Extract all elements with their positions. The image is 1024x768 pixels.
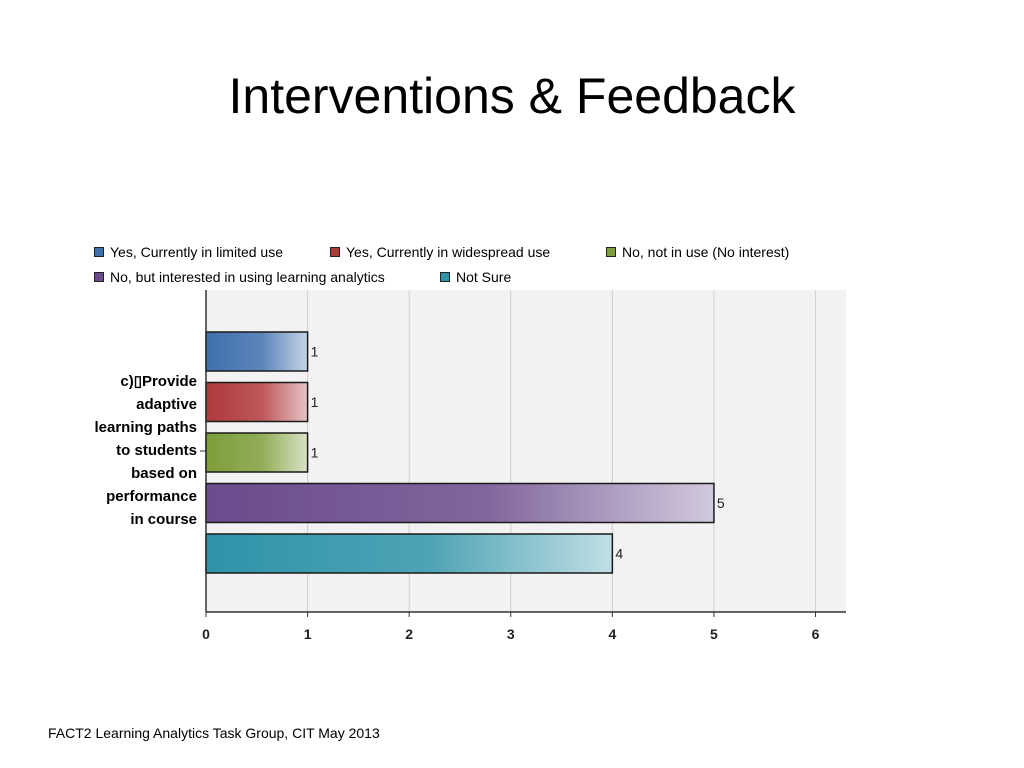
legend-item-no-interest: No, not in use (No interest) — [606, 244, 789, 260]
legend-label-limited-use: Yes, Currently in limited use — [110, 243, 284, 260]
x-tick-label-5: 5 — [710, 626, 718, 642]
bar-series-0 — [205, 331, 309, 372]
legend-swatch-not-sure — [440, 271, 450, 282]
x-tick-label-2: 2 — [405, 626, 413, 642]
legend-row-2: No, but interested in using learning ana… — [94, 264, 854, 289]
legend-row-1: Yes, Currently in limited use Yes, Curre… — [94, 239, 854, 264]
bar-series-2 — [205, 432, 309, 473]
x-tick-label-6: 6 — [812, 626, 820, 642]
legend-item-interested: No, but interested in using learning ana… — [94, 269, 440, 285]
slide-footer: FACT2 Learning Analytics Task Group, CIT… — [48, 725, 380, 741]
data-label-series-4: 4 — [615, 546, 623, 562]
legend-label-not-sure: Not Sure — [456, 268, 512, 285]
legend-swatch-interested — [94, 271, 104, 282]
data-label-series-0: 1 — [311, 344, 319, 360]
legend-item-limited-use: Yes, Currently in limited use — [94, 244, 330, 260]
x-tick-label-3: 3 — [507, 626, 515, 642]
category-label: c)▯Provide adaptive learning paths to st… — [94, 373, 197, 528]
data-label-series-1: 1 — [311, 394, 319, 410]
bar-series-1 — [205, 381, 309, 423]
legend-swatch-no-interest — [606, 246, 616, 257]
data-label-series-3: 5 — [717, 495, 725, 511]
legend-item-widespread-use: Yes, Currently in widespread use — [330, 244, 606, 260]
data-label-series-2: 1 — [311, 445, 319, 461]
legend-item-not-sure: Not Sure — [440, 269, 511, 285]
chart-legend: Yes, Currently in limited use Yes, Curre… — [94, 239, 854, 289]
bar-series-3 — [205, 482, 715, 524]
slide-title: Interventions & Feedback — [228, 68, 796, 124]
legend-label-widespread-use: Yes, Currently in widespread use — [346, 243, 551, 260]
legend-label-no-interest: No, not in use (No interest) — [622, 243, 790, 260]
x-tick-label-0: 0 — [202, 626, 210, 642]
bar-series-4 — [205, 533, 614, 574]
legend-swatch-widespread-use — [330, 246, 340, 257]
legend-label-interested: No, but interested in using learning ana… — [110, 268, 385, 285]
legend-swatch-limited-use — [94, 246, 104, 257]
x-tick-label-1: 1 — [304, 626, 312, 642]
x-tick-label-4: 4 — [608, 626, 616, 642]
